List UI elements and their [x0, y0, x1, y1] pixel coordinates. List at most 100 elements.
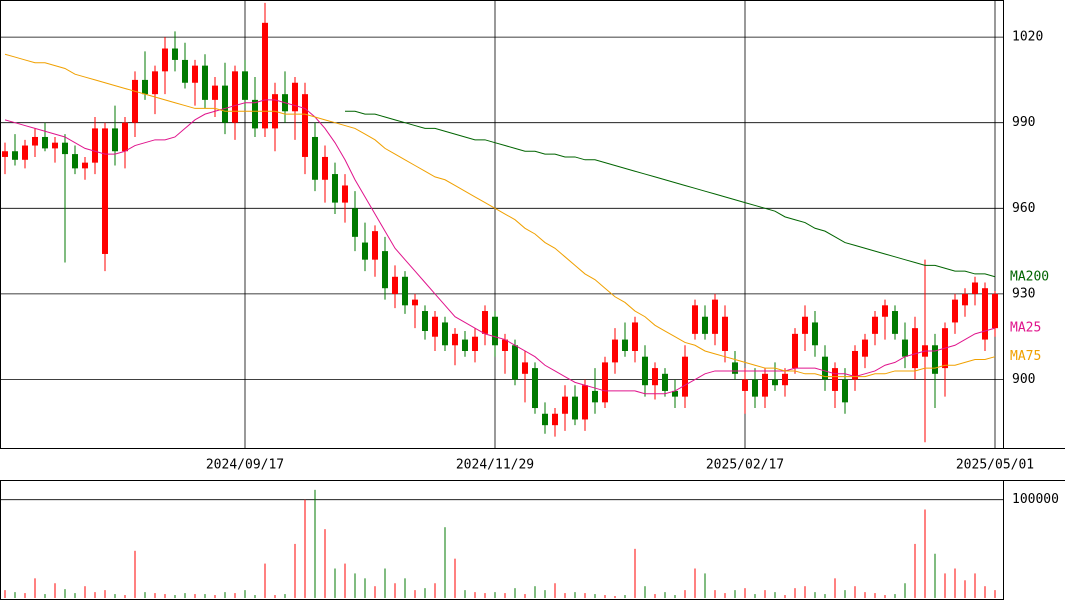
- candle-body: [432, 316, 438, 337]
- volume-bar: [494, 592, 496, 598]
- candle-body: [802, 316, 808, 334]
- volume-bar: [854, 586, 856, 598]
- volume-bar: [374, 586, 376, 598]
- volume-panel: [0, 480, 1004, 600]
- y-tick-label: 1020: [1012, 30, 1043, 45]
- volume-bar: [544, 590, 546, 598]
- candle-body: [852, 350, 858, 380]
- candle-body: [822, 356, 828, 380]
- volume-bar: [354, 573, 356, 598]
- candle-body: [952, 299, 958, 323]
- volume-bar: [104, 590, 106, 598]
- candle-body: [352, 208, 358, 237]
- volume-bar: [664, 592, 666, 598]
- candle-body: [492, 316, 498, 346]
- candle-body: [342, 185, 348, 203]
- volume-bar: [74, 593, 76, 598]
- volume-bar: [534, 586, 536, 598]
- volume-bar: [974, 573, 976, 598]
- candle-body: [622, 339, 628, 351]
- legend-label: MA200: [1010, 269, 1049, 284]
- volume-bar: [184, 593, 186, 598]
- y-tick-label: 100000: [1012, 492, 1059, 507]
- volume-bar: [234, 593, 236, 598]
- candle-body: [842, 379, 848, 403]
- candle-body: [452, 333, 458, 346]
- candle-body: [392, 276, 398, 294]
- x-tick-label: 2024/11/29: [456, 458, 534, 473]
- volume-bar: [424, 588, 426, 598]
- volume-bar: [734, 590, 736, 598]
- volume-bar: [194, 594, 196, 598]
- candle-body: [752, 379, 758, 397]
- volume-bar: [54, 583, 56, 598]
- candle-body: [862, 339, 868, 357]
- volume-bar: [914, 543, 916, 598]
- candle-body: [402, 276, 408, 306]
- ma-line: [345, 110, 996, 278]
- volume-bar: [434, 583, 436, 598]
- candle-body: [262, 22, 268, 129]
- candle-body: [502, 339, 508, 351]
- candle-body: [42, 136, 48, 149]
- legend-label: MA25: [1010, 321, 1041, 336]
- volume-bar: [344, 563, 346, 598]
- candle-body: [522, 362, 528, 374]
- candle-body: [712, 299, 718, 334]
- volume-bar: [504, 593, 506, 598]
- volume-bar: [694, 568, 696, 598]
- candle-body: [992, 293, 998, 329]
- candle-body: [602, 362, 608, 403]
- candle-body: [962, 293, 968, 306]
- candle-body: [682, 356, 688, 397]
- candle-body: [702, 316, 708, 334]
- candle-body: [172, 48, 178, 60]
- candle-body: [552, 413, 558, 426]
- candle-body: [162, 48, 168, 72]
- volume-bar: [604, 595, 606, 598]
- candle-body: [462, 339, 468, 351]
- candle-body: [252, 99, 258, 129]
- volume-bar: [24, 593, 26, 598]
- volume-bar: [224, 592, 226, 598]
- volume-bar: [814, 592, 816, 598]
- candle-body: [322, 156, 328, 180]
- candle-body: [792, 333, 798, 369]
- y-tick-label: 900: [1012, 372, 1035, 387]
- candle-body: [312, 136, 318, 180]
- volume-bar: [654, 594, 656, 598]
- volume-bar: [124, 595, 126, 598]
- volume-bar: [614, 596, 616, 598]
- candle-body: [382, 251, 388, 289]
- candle-body: [772, 379, 778, 386]
- volume-bar: [464, 590, 466, 598]
- candle-body: [982, 288, 988, 340]
- volume-bar: [324, 529, 326, 598]
- volume-bar: [994, 590, 996, 598]
- ma-line: [4, 53, 996, 378]
- volume-bar: [314, 489, 316, 598]
- volume-bar: [794, 588, 796, 598]
- volume-bar: [474, 592, 476, 598]
- candle-body: [422, 311, 428, 332]
- candle-body: [72, 154, 78, 169]
- candle-body: [872, 316, 878, 334]
- volume-bar: [44, 594, 46, 598]
- volume-bar: [364, 578, 366, 598]
- volume-bar: [404, 578, 406, 598]
- candle-body: [232, 71, 238, 123]
- volume-bar: [94, 592, 96, 598]
- volume-bar: [634, 548, 636, 598]
- volume-bar: [574, 592, 576, 598]
- volume-bar: [4, 590, 6, 598]
- candle-body: [932, 345, 938, 374]
- volume-bar: [484, 593, 486, 598]
- candle-body: [12, 151, 18, 160]
- candle-body: [542, 413, 548, 426]
- volume-bar: [834, 578, 836, 598]
- candle-body: [212, 85, 218, 100]
- candle-body: [732, 362, 738, 374]
- volume-bar: [944, 573, 946, 598]
